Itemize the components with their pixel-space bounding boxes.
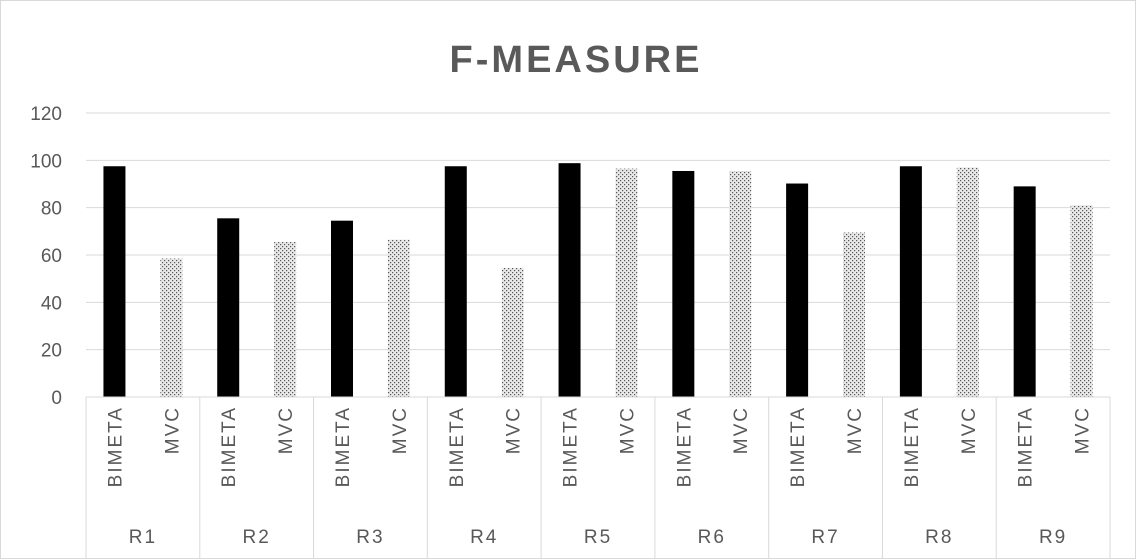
y-tick-label: 60 (41, 246, 62, 267)
x-group-label: R2 (243, 527, 271, 548)
y-axis-tick-labels: 0 20 40 60 80 100 120 (30, 104, 62, 409)
x-subcategory-label: MVC (1073, 406, 1094, 454)
bar-bimeta-r9 (1013, 186, 1036, 397)
y-tick-label: 80 (41, 199, 62, 220)
x-group-label: R4 (470, 527, 498, 548)
bar-mvc-r9 (1070, 205, 1093, 397)
x-subcategory-label: MVC (617, 406, 638, 454)
x-group-label: R8 (925, 527, 953, 548)
x-group-label: R3 (356, 527, 384, 548)
chart-title: F-MEASURE (450, 39, 703, 81)
bar-mvc-r3 (387, 239, 410, 397)
y-tick-label: 100 (30, 151, 62, 172)
x-subcategory-label: BIMETA (447, 406, 468, 487)
bar-mvc-r2 (274, 241, 297, 397)
x-subcategory-label: BIMETA (902, 406, 923, 487)
x-subcategory-label: BIMETA (333, 406, 354, 487)
bar-mvc-r8 (956, 167, 979, 397)
x-subcategory-label: MVC (845, 406, 866, 454)
x-subcategory-label: BIMETA (561, 406, 582, 487)
bar-bimeta-r3 (331, 220, 353, 397)
bar-bimeta-r2 (217, 218, 240, 397)
x-subcategory-label: BIMETA (219, 406, 240, 487)
x-axis: BIMETA MVC R1 BIMETA MVC R2 BIMETA MVC R3 BIMETA M… (85, 396, 1111, 559)
bars (103, 163, 1093, 397)
x-subcategory-label: MVC (162, 406, 183, 454)
bar-bimeta-r6 (672, 170, 695, 397)
x-subcategory-label: BIMETA (788, 406, 809, 487)
bar-mvc-r4 (501, 268, 524, 397)
y-tick-label: 120 (30, 104, 62, 125)
x-group-label: R1 (129, 527, 157, 548)
x-subcategory-label: BIMETA (674, 406, 695, 487)
y-tick-label: 40 (41, 293, 62, 314)
y-tick-label: 20 (41, 341, 62, 362)
x-subcategory-label: BIMETA (105, 406, 126, 487)
bar-bimeta-r5 (558, 163, 581, 397)
bar-bimeta-r7 (786, 183, 809, 397)
bar-bimeta-r8 (899, 166, 922, 397)
x-subcategory-label: MVC (731, 406, 752, 454)
x-subcategory-label: MVC (276, 406, 297, 454)
x-subcategory-label: MVC (504, 406, 525, 454)
y-tick-label: 0 (51, 388, 62, 409)
x-group-label: R9 (1039, 527, 1067, 548)
bar-mvc-r5 (615, 168, 638, 397)
bar-mvc-r6 (729, 170, 752, 397)
bar-bimeta-r4 (444, 166, 467, 397)
x-group-label: R5 (584, 527, 612, 548)
bar-mvc-r1 (160, 258, 183, 397)
gridlines (86, 112, 1110, 351)
x-subcategory-label: MVC (959, 406, 980, 454)
x-subcategory-label: BIMETA (1016, 406, 1037, 487)
x-group-label: R6 (698, 527, 726, 548)
bar-bimeta-r1 (103, 166, 126, 397)
x-group-label: R7 (811, 527, 839, 548)
x-subcategory-label: MVC (390, 406, 411, 454)
bar-mvc-r7 (843, 232, 865, 397)
